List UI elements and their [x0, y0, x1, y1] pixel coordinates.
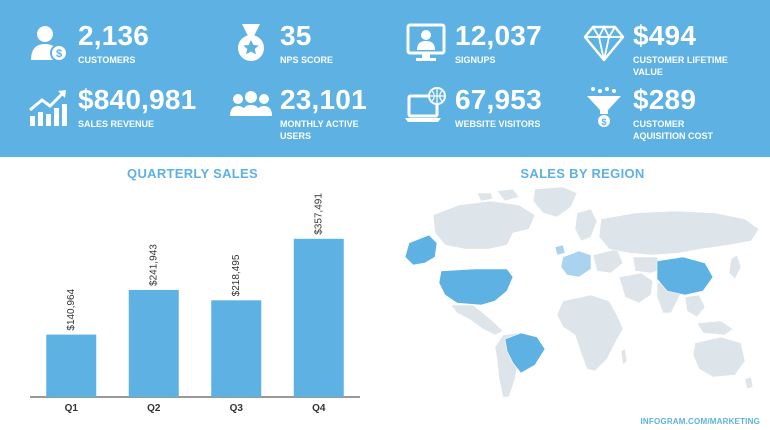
signup-screen-icon [406, 23, 446, 61]
revenue-chart-icon [29, 90, 67, 126]
svg-text:$: $ [601, 117, 606, 127]
kpi-label: WEBSITE VISITORS [455, 119, 541, 129]
infogram-link[interactable]: INFOGRAM.COM/MARKETING [640, 417, 760, 426]
kpi-value: 35 [280, 20, 312, 51]
sales-by-region-title: SALES BY REGION [520, 166, 645, 181]
quarterly-sales-title: QUARTERLY SALES [127, 166, 258, 181]
kpi-value: 2,136 [78, 20, 150, 51]
kpi-customers: $ 2,136 CUSTOMERS [28, 22, 149, 66]
map-highlight-light [554, 244, 592, 278]
customer-icon: $ [31, 26, 68, 62]
bar-q1 [46, 334, 97, 397]
kpi-lifetime-value: $494 CUSTOMER LIFETIME VALUE [583, 22, 738, 78]
kpi-value: 67,953 [455, 84, 542, 115]
x-tick-label: Q3 [230, 403, 244, 414]
kpi-label: SALES REVENUE [78, 119, 155, 129]
bar-value-label: $357,491 [314, 193, 325, 235]
x-tick-label: Q2 [147, 403, 161, 414]
diamond-icon [583, 24, 625, 62]
kpi-monthly-active-users: 23,101 MONTHLY ACTIVE USERS [230, 86, 385, 142]
map-highlight [404, 234, 714, 374]
kpi-value: $289 [633, 84, 697, 115]
funnel-icon: $ [587, 87, 621, 127]
users-group-icon [230, 91, 272, 116]
kpi-acquisition-cost: $ $289 CUSTOMER AQUISITION COST [583, 86, 738, 142]
x-tick-label: Q1 [65, 403, 79, 414]
quarterly-sales-chart: $140,964 Q1 $241,943 Q2 $218,495 Q3 $357,491 Q4 [30, 193, 360, 414]
bar-value-label: $140,964 [66, 288, 77, 330]
sales-by-region-map [404, 186, 760, 398]
laptop-globe-icon [405, 87, 446, 122]
kpi-label: CUSTOMERS [78, 55, 136, 65]
kpi-website-visitors: 67,953 WEBSITE VISITORS [405, 86, 542, 130]
kpi-band: $ 2,136 CUSTOMERS 35 NPS SCORE 12,037 SI… [0, 0, 770, 157]
bar-value-label: $218,495 [231, 254, 242, 296]
bar-q2 [128, 289, 179, 397]
bar-q4 [293, 238, 344, 397]
svg-text:$: $ [56, 48, 62, 60]
kpi-value: $494 [633, 20, 697, 51]
bar-q3 [211, 300, 262, 397]
kpi-label: MONTHLY ACTIVE USERS [280, 119, 359, 141]
kpi-nps: 35 NPS SCORE [230, 22, 333, 66]
kpi-label: CUSTOMER AQUISITION COST [633, 119, 714, 141]
kpi-value: 23,101 [280, 84, 367, 115]
medal-icon [238, 24, 264, 61]
kpi-sales-revenue: $840,981 SALES REVENUE [28, 86, 196, 130]
bar-value-label: $241,943 [149, 244, 160, 286]
kpi-label: NPS SCORE [280, 55, 334, 65]
kpi-signups: 12,037 SIGNUPS [405, 22, 542, 66]
kpi-label: SIGNUPS [455, 55, 496, 65]
kpi-label: CUSTOMER LIFETIME VALUE [633, 55, 728, 77]
x-tick-label: Q4 [312, 403, 326, 414]
kpi-value: 12,037 [455, 20, 542, 51]
kpi-value: $840,981 [78, 84, 197, 115]
